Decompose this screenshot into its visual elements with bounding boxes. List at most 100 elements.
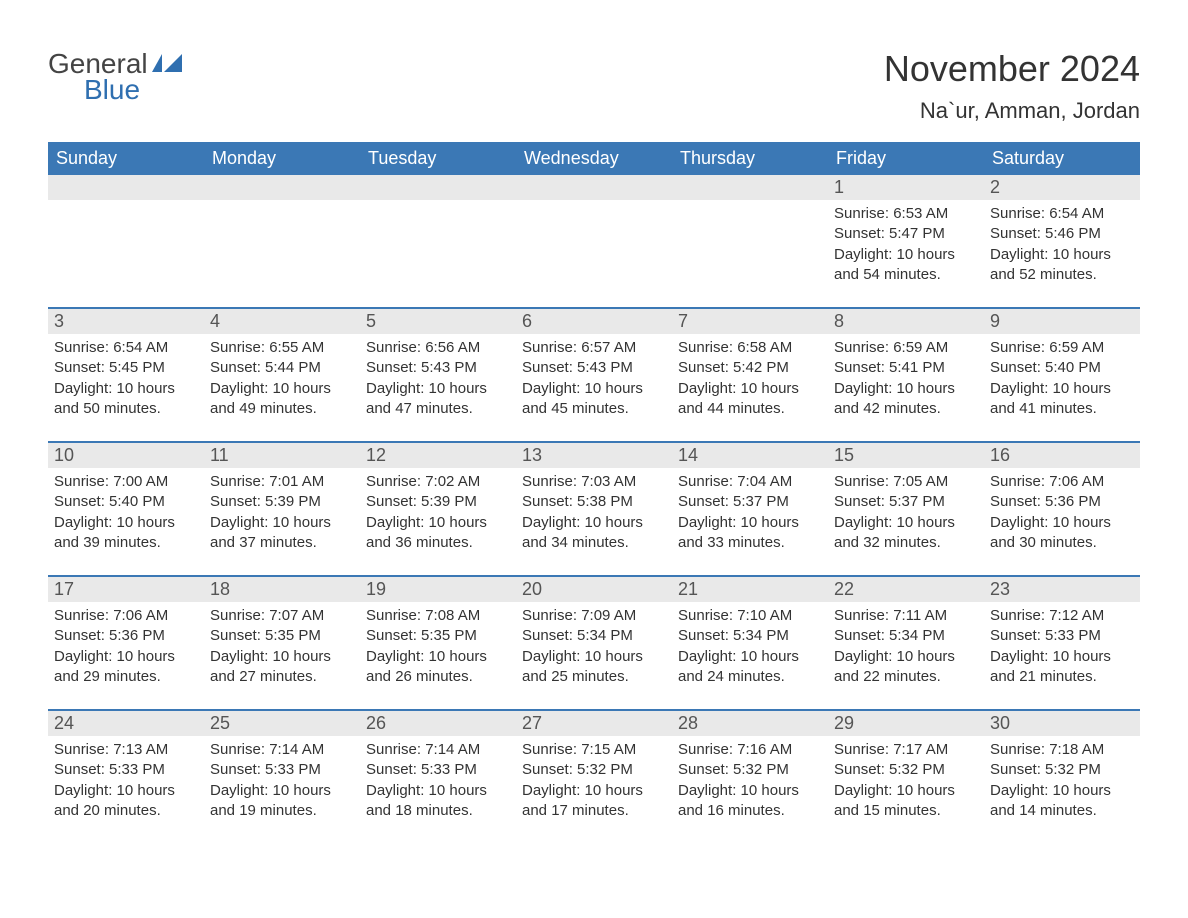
sunrise-text: Sunrise: 7:01 AM bbox=[210, 472, 354, 492]
daylight-text: and 41 minutes. bbox=[990, 399, 1134, 419]
day-number-cell: 9 bbox=[984, 309, 1140, 334]
day-details-cell: Sunrise: 7:08 AMSunset: 5:35 PMDaylight:… bbox=[360, 602, 516, 710]
sunset-text: Sunset: 5:40 PM bbox=[54, 492, 198, 512]
day-number-cell: 28 bbox=[672, 711, 828, 736]
sunrise-text: Sunrise: 7:18 AM bbox=[990, 740, 1134, 760]
daylight-text: and 49 minutes. bbox=[210, 399, 354, 419]
daylight-text: and 19 minutes. bbox=[210, 801, 354, 821]
day-of-week-header: Thursday bbox=[672, 142, 828, 175]
day-details-cell: Sunrise: 7:14 AMSunset: 5:33 PMDaylight:… bbox=[204, 736, 360, 843]
day-number-cell: 2 bbox=[984, 175, 1140, 200]
sunset-text: Sunset: 5:35 PM bbox=[210, 626, 354, 646]
sunrise-text: Sunrise: 6:54 AM bbox=[54, 338, 198, 358]
day-details-cell: Sunrise: 7:12 AMSunset: 5:33 PMDaylight:… bbox=[984, 602, 1140, 710]
sunset-text: Sunset: 5:32 PM bbox=[522, 760, 666, 780]
day-number-row: 24252627282930 bbox=[48, 711, 1140, 736]
daylight-text: Daylight: 10 hours bbox=[210, 781, 354, 801]
days-of-week-row: SundayMondayTuesdayWednesdayThursdayFrid… bbox=[48, 142, 1140, 175]
empty-cell bbox=[204, 200, 360, 308]
day-number-cell: 16 bbox=[984, 443, 1140, 468]
sunset-text: Sunset: 5:32 PM bbox=[990, 760, 1134, 780]
sunrise-text: Sunrise: 7:09 AM bbox=[522, 606, 666, 626]
daylight-text: Daylight: 10 hours bbox=[366, 647, 510, 667]
daylight-text: and 20 minutes. bbox=[54, 801, 198, 821]
daylight-text: Daylight: 10 hours bbox=[522, 379, 666, 399]
sunset-text: Sunset: 5:37 PM bbox=[834, 492, 978, 512]
sunset-text: Sunset: 5:44 PM bbox=[210, 358, 354, 378]
sunrise-text: Sunrise: 7:14 AM bbox=[210, 740, 354, 760]
daylight-text: and 30 minutes. bbox=[990, 533, 1134, 553]
day-details-cell: Sunrise: 6:53 AMSunset: 5:47 PMDaylight:… bbox=[828, 200, 984, 308]
sunrise-text: Sunrise: 7:12 AM bbox=[990, 606, 1134, 626]
daylight-text: and 36 minutes. bbox=[366, 533, 510, 553]
daylight-text: Daylight: 10 hours bbox=[834, 781, 978, 801]
daylight-text: and 54 minutes. bbox=[834, 265, 978, 285]
empty-cell bbox=[204, 175, 360, 200]
day-details-cell: Sunrise: 6:57 AMSunset: 5:43 PMDaylight:… bbox=[516, 334, 672, 442]
daylight-text: and 47 minutes. bbox=[366, 399, 510, 419]
empty-cell bbox=[516, 200, 672, 308]
daylight-text: Daylight: 10 hours bbox=[678, 781, 822, 801]
daylight-text: Daylight: 10 hours bbox=[522, 647, 666, 667]
day-details-cell: Sunrise: 7:15 AMSunset: 5:32 PMDaylight:… bbox=[516, 736, 672, 843]
daylight-text: and 17 minutes. bbox=[522, 801, 666, 821]
month-title: November 2024 bbox=[884, 48, 1140, 90]
daylight-text: and 32 minutes. bbox=[834, 533, 978, 553]
empty-cell bbox=[672, 200, 828, 308]
daylight-text: and 14 minutes. bbox=[990, 801, 1134, 821]
day-number-cell: 24 bbox=[48, 711, 204, 736]
sunrise-text: Sunrise: 7:03 AM bbox=[522, 472, 666, 492]
daylight-text: and 24 minutes. bbox=[678, 667, 822, 687]
sunset-text: Sunset: 5:40 PM bbox=[990, 358, 1134, 378]
day-details-cell: Sunrise: 7:18 AMSunset: 5:32 PMDaylight:… bbox=[984, 736, 1140, 843]
daylight-text: and 34 minutes. bbox=[522, 533, 666, 553]
empty-cell bbox=[360, 200, 516, 308]
day-number-cell: 30 bbox=[984, 711, 1140, 736]
sunrise-text: Sunrise: 6:56 AM bbox=[366, 338, 510, 358]
daylight-text: Daylight: 10 hours bbox=[678, 647, 822, 667]
sunset-text: Sunset: 5:43 PM bbox=[522, 358, 666, 378]
daylight-text: Daylight: 10 hours bbox=[834, 647, 978, 667]
sunset-text: Sunset: 5:37 PM bbox=[678, 492, 822, 512]
day-number-cell: 18 bbox=[204, 577, 360, 602]
daylight-text: and 16 minutes. bbox=[678, 801, 822, 821]
daylight-text: and 52 minutes. bbox=[990, 265, 1134, 285]
sunrise-text: Sunrise: 7:11 AM bbox=[834, 606, 978, 626]
day-number-cell: 6 bbox=[516, 309, 672, 334]
sunset-text: Sunset: 5:38 PM bbox=[522, 492, 666, 512]
day-details-cell: Sunrise: 7:14 AMSunset: 5:33 PMDaylight:… bbox=[360, 736, 516, 843]
sunset-text: Sunset: 5:34 PM bbox=[834, 626, 978, 646]
daylight-text: and 27 minutes. bbox=[210, 667, 354, 687]
page-header: General Blue November 2024 Na`ur, Amman,… bbox=[48, 48, 1140, 124]
sunrise-text: Sunrise: 7:13 AM bbox=[54, 740, 198, 760]
daylight-text: Daylight: 10 hours bbox=[990, 245, 1134, 265]
day-number-cell: 12 bbox=[360, 443, 516, 468]
sunrise-text: Sunrise: 7:14 AM bbox=[366, 740, 510, 760]
day-details-cell: Sunrise: 6:58 AMSunset: 5:42 PMDaylight:… bbox=[672, 334, 828, 442]
sunrise-text: Sunrise: 7:04 AM bbox=[678, 472, 822, 492]
daylight-text: and 15 minutes. bbox=[834, 801, 978, 821]
sunrise-text: Sunrise: 6:53 AM bbox=[834, 204, 978, 224]
sunrise-text: Sunrise: 7:16 AM bbox=[678, 740, 822, 760]
daylight-text: and 21 minutes. bbox=[990, 667, 1134, 687]
daylight-text: and 39 minutes. bbox=[54, 533, 198, 553]
day-details-cell: Sunrise: 7:04 AMSunset: 5:37 PMDaylight:… bbox=[672, 468, 828, 576]
day-number-cell: 5 bbox=[360, 309, 516, 334]
day-number-cell: 27 bbox=[516, 711, 672, 736]
day-details-cell: Sunrise: 7:16 AMSunset: 5:32 PMDaylight:… bbox=[672, 736, 828, 843]
sunset-text: Sunset: 5:42 PM bbox=[678, 358, 822, 378]
day-details-cell: Sunrise: 7:11 AMSunset: 5:34 PMDaylight:… bbox=[828, 602, 984, 710]
day-details-cell: Sunrise: 6:59 AMSunset: 5:40 PMDaylight:… bbox=[984, 334, 1140, 442]
sunrise-text: Sunrise: 6:55 AM bbox=[210, 338, 354, 358]
day-number-cell: 13 bbox=[516, 443, 672, 468]
sunrise-text: Sunrise: 7:08 AM bbox=[366, 606, 510, 626]
sunrise-text: Sunrise: 6:54 AM bbox=[990, 204, 1134, 224]
daylight-text: Daylight: 10 hours bbox=[522, 513, 666, 533]
day-details-cell: Sunrise: 7:13 AMSunset: 5:33 PMDaylight:… bbox=[48, 736, 204, 843]
day-number-cell: 7 bbox=[672, 309, 828, 334]
daylight-text: Daylight: 10 hours bbox=[522, 781, 666, 801]
daylight-text: Daylight: 10 hours bbox=[990, 781, 1134, 801]
sunrise-text: Sunrise: 6:57 AM bbox=[522, 338, 666, 358]
daylight-text: Daylight: 10 hours bbox=[678, 379, 822, 399]
daylight-text: Daylight: 10 hours bbox=[366, 781, 510, 801]
